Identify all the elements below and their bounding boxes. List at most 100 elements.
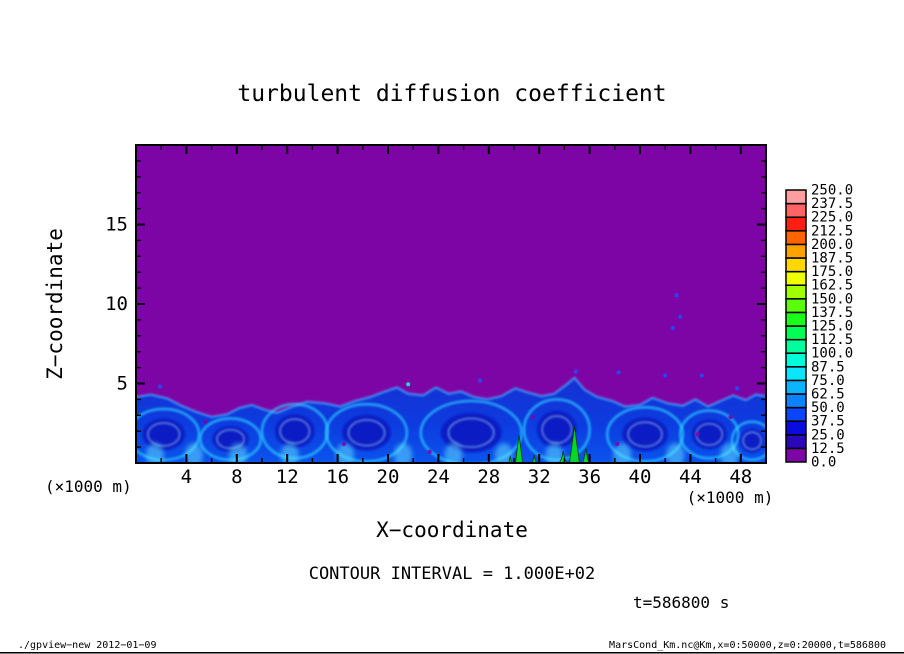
colorbar-cell <box>785 434 807 450</box>
colorbar-cell <box>785 243 807 259</box>
speck-inside-layer <box>615 441 620 447</box>
eddy-inner-swirl <box>279 418 311 445</box>
colorbar-cell <box>785 257 807 273</box>
colorbar-cell <box>785 366 807 382</box>
speck-inside-layer <box>203 419 208 424</box>
eddy-inner-swirl <box>541 415 573 445</box>
eddy-inner-swirl <box>147 422 181 447</box>
eddy-inner-swirl <box>216 429 245 450</box>
colorbar-cell <box>785 447 807 463</box>
eddy-ring <box>679 409 740 460</box>
colorbar-cell <box>785 230 807 246</box>
colorbar-level-label: 175.0 <box>811 264 853 280</box>
x-axis-unit-label: (×1000 m) <box>687 488 774 507</box>
x-tick-label: 36 <box>578 466 601 488</box>
colorbar-cell <box>785 202 807 218</box>
x-tick-label: 16 <box>326 466 349 488</box>
surface-streak <box>229 443 248 463</box>
colorbar-cell <box>785 311 807 327</box>
colorbar-level-label: 37.5 <box>811 414 845 430</box>
surface-streak <box>336 443 355 463</box>
eddy-ring <box>605 406 685 463</box>
x-tick-label: 48 <box>729 466 752 488</box>
colorbar-cell <box>785 189 807 205</box>
eddy-ring <box>136 407 201 462</box>
contour-interval-label: CONTOUR INTERVAL = 1.000E+02 <box>309 564 596 584</box>
green-plume <box>522 454 546 463</box>
surface-streak <box>720 443 739 463</box>
colorbar-level-label: 87.5 <box>811 359 845 375</box>
colorbar-level-label: 50.0 <box>811 400 845 416</box>
speck-inside-layer <box>728 414 733 420</box>
eddy-ring <box>324 402 409 463</box>
chart-title: turbulent diffusion coefficient <box>237 81 666 107</box>
x-tick-label: 4 <box>181 466 192 488</box>
colorbar-cell <box>785 270 807 286</box>
colorbar: 0.012.525.037.550.062.575.087.5100.0112.… <box>785 183 853 471</box>
colorbar-level-label: 212.5 <box>811 223 853 239</box>
speck-above-boundary <box>670 325 675 330</box>
colorbar-cell <box>785 420 807 436</box>
x-tick-label: 40 <box>629 466 652 488</box>
colorbar-level-label: 187.5 <box>811 251 853 267</box>
eddy-ring <box>730 420 766 462</box>
x-tick-label: 8 <box>231 466 242 488</box>
colorbar-cell <box>785 393 807 409</box>
x-tick-label: 32 <box>528 466 551 488</box>
colorbar-cell <box>785 406 807 422</box>
colorbar-level-label: 12.5 <box>811 441 845 457</box>
x-tick-label: 20 <box>377 466 400 488</box>
speck-above-boundary <box>674 293 679 298</box>
colorbar-level-label: 250.0 <box>811 183 853 199</box>
colorbar-level-label: 62.5 <box>811 387 845 403</box>
footer-dataset-label: MarsCond_Km.nc@Km,x=0:50000,z=0:20000,t=… <box>609 640 886 651</box>
colorbar-level-label: 0.0 <box>811 455 836 471</box>
green-plume <box>505 455 516 463</box>
colorbar-level-label: 100.0 <box>811 346 853 362</box>
colorbar-level-label: 137.5 <box>811 305 853 321</box>
colorbar-level-label: 75.0 <box>811 373 845 389</box>
time-label: t=586800 s <box>633 593 729 612</box>
z-tick-label: 10 <box>105 293 128 315</box>
colorbar-cell <box>785 352 807 368</box>
surface-streak <box>494 443 513 463</box>
speck-inside-layer <box>341 441 347 447</box>
bottom-border-line <box>0 652 904 654</box>
speck-above-boundary <box>699 373 704 378</box>
green-plume <box>515 435 523 463</box>
surface-streak <box>613 443 632 463</box>
surface-streak <box>444 443 463 463</box>
colorbar-level-label: 125.0 <box>811 319 853 335</box>
x-tick-label: 28 <box>477 466 500 488</box>
colorbar-level-label: 237.5 <box>811 196 853 212</box>
colorbar-cell <box>785 298 807 314</box>
colorbar-level-label: 25.0 <box>811 427 845 443</box>
colorbar-level-label: 162.5 <box>811 278 853 294</box>
surface-streak <box>145 443 164 463</box>
surface-streak <box>184 443 203 463</box>
colorbar-cell <box>785 284 807 300</box>
speck-above-boundary <box>735 386 740 391</box>
colorbar-level-label: 200.0 <box>811 237 853 253</box>
colorbar-level-label: 150.0 <box>811 291 853 307</box>
speck-inside-layer <box>695 432 701 437</box>
eddy-ring <box>419 399 523 463</box>
eddy-inner-swirl <box>347 419 386 447</box>
colorbar-cell <box>785 216 807 232</box>
plot-area <box>136 145 766 463</box>
surface-streak <box>280 443 299 463</box>
speck-inside-layer <box>530 414 536 420</box>
green-plume <box>569 426 580 463</box>
z-tick-label: 5 <box>117 373 128 395</box>
speck-above-boundary <box>406 382 411 387</box>
eddy-inner-swirl <box>742 431 763 451</box>
speck-above-boundary <box>678 314 683 319</box>
x-tick-label: 44 <box>679 466 702 488</box>
surface-streak <box>666 443 685 463</box>
colorbar-cell <box>785 379 807 395</box>
surface-streak <box>545 443 564 463</box>
x-axis-label: X−coordinate <box>376 518 528 542</box>
